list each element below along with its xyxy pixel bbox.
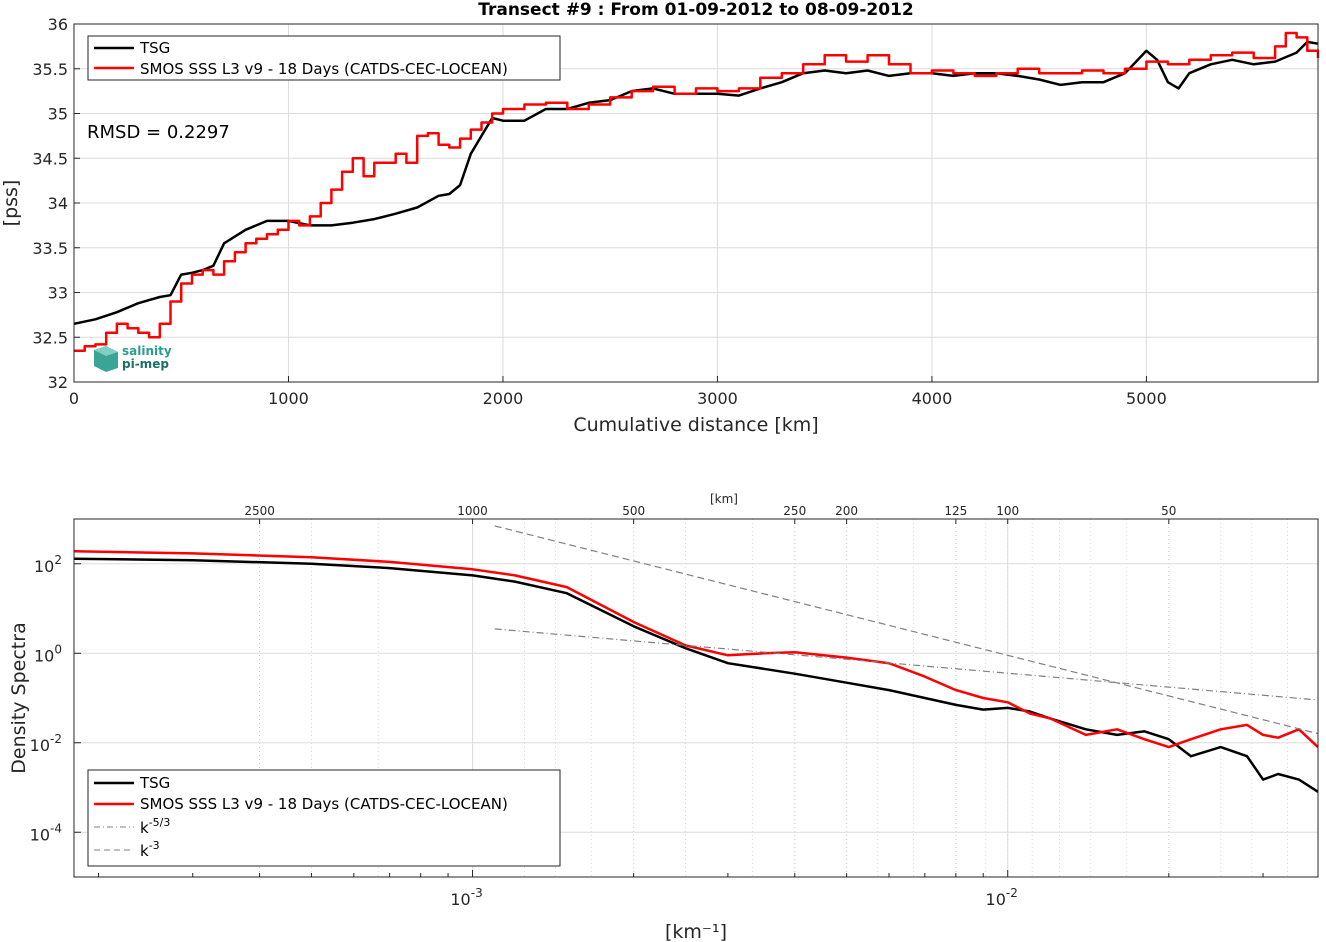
reference-line-k3 [494, 525, 1319, 735]
top-lines [73, 31, 1320, 352]
top-y-tick-label: 35 [48, 105, 68, 124]
top-axis-tick-label: 500 [622, 504, 645, 518]
bottom-x-axis-label: [km⁻¹] [665, 921, 727, 942]
top-x-tick-label: 2000 [483, 389, 524, 408]
top-axis-tick-label: 2500 [244, 504, 275, 518]
bottom-y-tick-label: 10-4 [30, 821, 62, 844]
top-legend-box [87, 35, 561, 81]
legend-label-k53: k-5/3 [140, 816, 170, 837]
top-y-tick-label: 34.5 [32, 149, 68, 168]
legend-label-smos: SMOS SSS L3 v9 - 18 Days (CATDS-CEC-LOCE… [140, 60, 508, 78]
top-x-axis-label: Cumulative distance [km] [573, 414, 818, 436]
top-y-axis-label: [pss] [0, 180, 22, 227]
bottom-chart: 2500 1000 500 250 200 125 100 50 10-3 10-2 10-4 10-… [8, 492, 1319, 942]
reference-line-k53 [494, 628, 1319, 701]
series-line-tsg [73, 40, 1319, 326]
logo-cube-top-icon [94, 346, 118, 356]
top-axis-tick-label: 250 [783, 504, 806, 518]
bottom-legend: TSG SMOS SSS L3 v9 - 18 Days (CATDS-CEC-… [87, 769, 561, 867]
bottom-x-tick-label: 10-2 [986, 886, 1018, 909]
top-axis-unit-label: [km] [710, 492, 738, 506]
legend-label-smos-spectra: SMOS SSS L3 v9 - 18 Days (CATDS-CEC-LOCE… [140, 795, 508, 813]
logo-text-pimep: pi-mep [122, 357, 169, 371]
salinity-pimep-logo: salinity pi-mep [94, 344, 172, 372]
spectra-line-smos [73, 550, 1319, 749]
bottom-y-tick-label: 102 [34, 553, 62, 576]
top-axis-tick-label: 1000 [457, 504, 488, 518]
top-chart: 0 1000 2000 3000 4000 5000 32 32.5 33 33.5 34 34.5 3… [0, 0, 1320, 436]
bottom-axes-box [73, 518, 1319, 878]
top-axis-tick-label: 125 [944, 504, 967, 518]
top-y-tick-label: 36 [48, 15, 68, 34]
top-y-tick-label: 32 [48, 373, 68, 392]
legend-label-tsg: TSG [139, 39, 170, 57]
top-x-tick-label: 0 [69, 389, 79, 408]
series-line-smos [74, 31, 1320, 352]
legend-label-tsg-spectra: TSG [139, 774, 170, 792]
legend-label-k3: k-3 [140, 839, 160, 860]
bottom-y-tick-label: 100 [34, 642, 62, 665]
top-x-tick-label: 4000 [912, 389, 953, 408]
bottom-legend-box [87, 769, 561, 867]
top-ticks: 0 1000 2000 3000 4000 5000 32 32.5 33 33.5 34 34.5 3… [32, 15, 1166, 408]
bottom-y-tick-label: 10-2 [30, 732, 62, 755]
spectra-line-tsg [73, 557, 1319, 793]
bottom-y-axis-label: Density Spectra [8, 622, 30, 773]
top-axis-tick-label: 200 [835, 504, 858, 518]
top-axis-tick-label: 100 [996, 504, 1019, 518]
top-y-tick-label: 33 [48, 284, 68, 303]
top-x-tick-label: 1000 [268, 389, 309, 408]
top-x-tick-label: 5000 [1126, 389, 1167, 408]
rmsd-annotation: RMSD = 0.2297 [87, 122, 230, 143]
bottom-x-tick-label: 10-3 [450, 886, 482, 909]
top-chart-title: Transect #9 : From 01-09-2012 to 08-09-2… [478, 0, 914, 20]
top-grid [74, 24, 1318, 382]
top-x-tick-label: 3000 [697, 389, 738, 408]
top-y-tick-label: 33.5 [32, 239, 68, 258]
bottom-lines [73, 525, 1319, 793]
top-y-tick-label: 34 [48, 194, 68, 213]
logo-text-salinity: salinity [122, 344, 172, 358]
bottom-ticks: 2500 1000 500 250 200 125 100 50 10-3 10-2 10-4 10-… [30, 504, 1264, 909]
top-axis-tick-label: 50 [1161, 504, 1176, 518]
top-y-tick-label: 32.5 [32, 328, 68, 347]
top-y-tick-label: 35.5 [32, 60, 68, 79]
top-legend: TSG SMOS SSS L3 v9 - 18 Days (CATDS-CEC-… [87, 35, 561, 81]
